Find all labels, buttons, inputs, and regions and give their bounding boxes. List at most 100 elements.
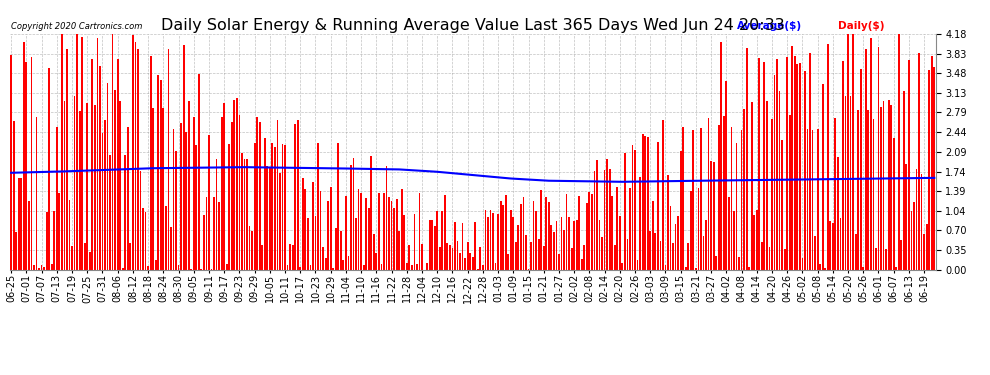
Bar	[66, 49, 68, 270]
Bar	[41, 265, 43, 270]
Bar	[750, 102, 752, 270]
Bar	[588, 192, 590, 270]
Bar	[713, 162, 715, 270]
Bar	[429, 220, 431, 270]
Bar	[112, 34, 114, 270]
Bar	[520, 204, 522, 270]
Bar	[50, 264, 52, 270]
Bar	[924, 234, 925, 270]
Bar	[492, 213, 494, 270]
Bar	[464, 258, 466, 270]
Bar	[543, 246, 545, 270]
Bar	[55, 127, 57, 270]
Bar	[594, 171, 595, 270]
Bar	[456, 240, 458, 270]
Bar	[642, 134, 644, 270]
Bar	[368, 208, 369, 270]
Bar	[114, 90, 116, 270]
Bar	[619, 216, 621, 270]
Bar	[276, 120, 278, 270]
Bar	[466, 242, 468, 270]
Bar	[794, 56, 796, 270]
Bar	[28, 201, 30, 270]
Bar	[555, 221, 557, 270]
Bar	[10, 55, 12, 270]
Bar	[63, 101, 65, 270]
Bar	[736, 143, 738, 270]
Bar	[705, 220, 707, 270]
Bar	[137, 49, 139, 270]
Bar	[375, 254, 377, 270]
Bar	[294, 124, 296, 270]
Bar	[239, 114, 241, 270]
Bar	[162, 108, 164, 270]
Bar	[175, 151, 177, 270]
Bar	[662, 120, 664, 270]
Bar	[208, 135, 210, 270]
Bar	[256, 117, 258, 270]
Bar	[862, 267, 864, 270]
Bar	[203, 214, 205, 270]
Bar	[710, 161, 712, 270]
Bar	[726, 81, 728, 270]
Bar	[44, 267, 45, 270]
Bar	[487, 217, 489, 270]
Bar	[814, 236, 816, 270]
Bar	[573, 220, 575, 270]
Bar	[690, 190, 692, 270]
Bar	[61, 34, 62, 270]
Bar	[380, 264, 382, 270]
Bar	[333, 268, 335, 270]
Bar	[832, 224, 834, 270]
Bar	[352, 158, 354, 270]
Bar	[538, 238, 540, 270]
Bar	[322, 247, 324, 270]
Bar	[451, 248, 453, 270]
Bar	[500, 201, 502, 270]
Bar	[391, 201, 392, 270]
Bar	[216, 159, 218, 270]
Bar	[591, 194, 593, 270]
Bar	[867, 110, 869, 270]
Bar	[929, 70, 930, 270]
Bar	[545, 196, 547, 270]
Bar	[677, 216, 679, 270]
Bar	[419, 193, 421, 270]
Bar	[761, 243, 762, 270]
Bar	[474, 222, 476, 270]
Bar	[411, 266, 413, 270]
Bar	[789, 115, 791, 270]
Bar	[46, 212, 48, 270]
Bar	[632, 145, 634, 270]
Bar	[667, 176, 669, 270]
Text: Daily($): Daily($)	[839, 21, 885, 32]
Bar	[109, 155, 111, 270]
Bar	[596, 160, 598, 270]
Bar	[206, 198, 207, 270]
Bar	[190, 269, 192, 270]
Text: Copyright 2020 Cartronics.com: Copyright 2020 Cartronics.com	[11, 22, 143, 32]
Bar	[195, 145, 197, 270]
Bar	[675, 224, 676, 270]
Bar	[817, 129, 819, 270]
Bar	[799, 63, 801, 270]
Bar	[378, 193, 380, 270]
Bar	[307, 218, 309, 270]
Bar	[454, 222, 455, 270]
Bar	[148, 266, 149, 270]
Bar	[143, 208, 144, 270]
Bar	[745, 48, 747, 270]
Bar	[89, 252, 91, 270]
Bar	[218, 202, 220, 270]
Bar	[571, 248, 572, 270]
Bar	[835, 118, 837, 270]
Bar	[703, 236, 705, 270]
Bar	[624, 153, 626, 270]
Bar	[484, 210, 486, 270]
Bar	[132, 35, 134, 270]
Bar	[553, 232, 554, 270]
Bar	[170, 226, 172, 270]
Bar	[490, 210, 491, 270]
Bar	[365, 198, 367, 270]
Bar	[160, 80, 161, 270]
